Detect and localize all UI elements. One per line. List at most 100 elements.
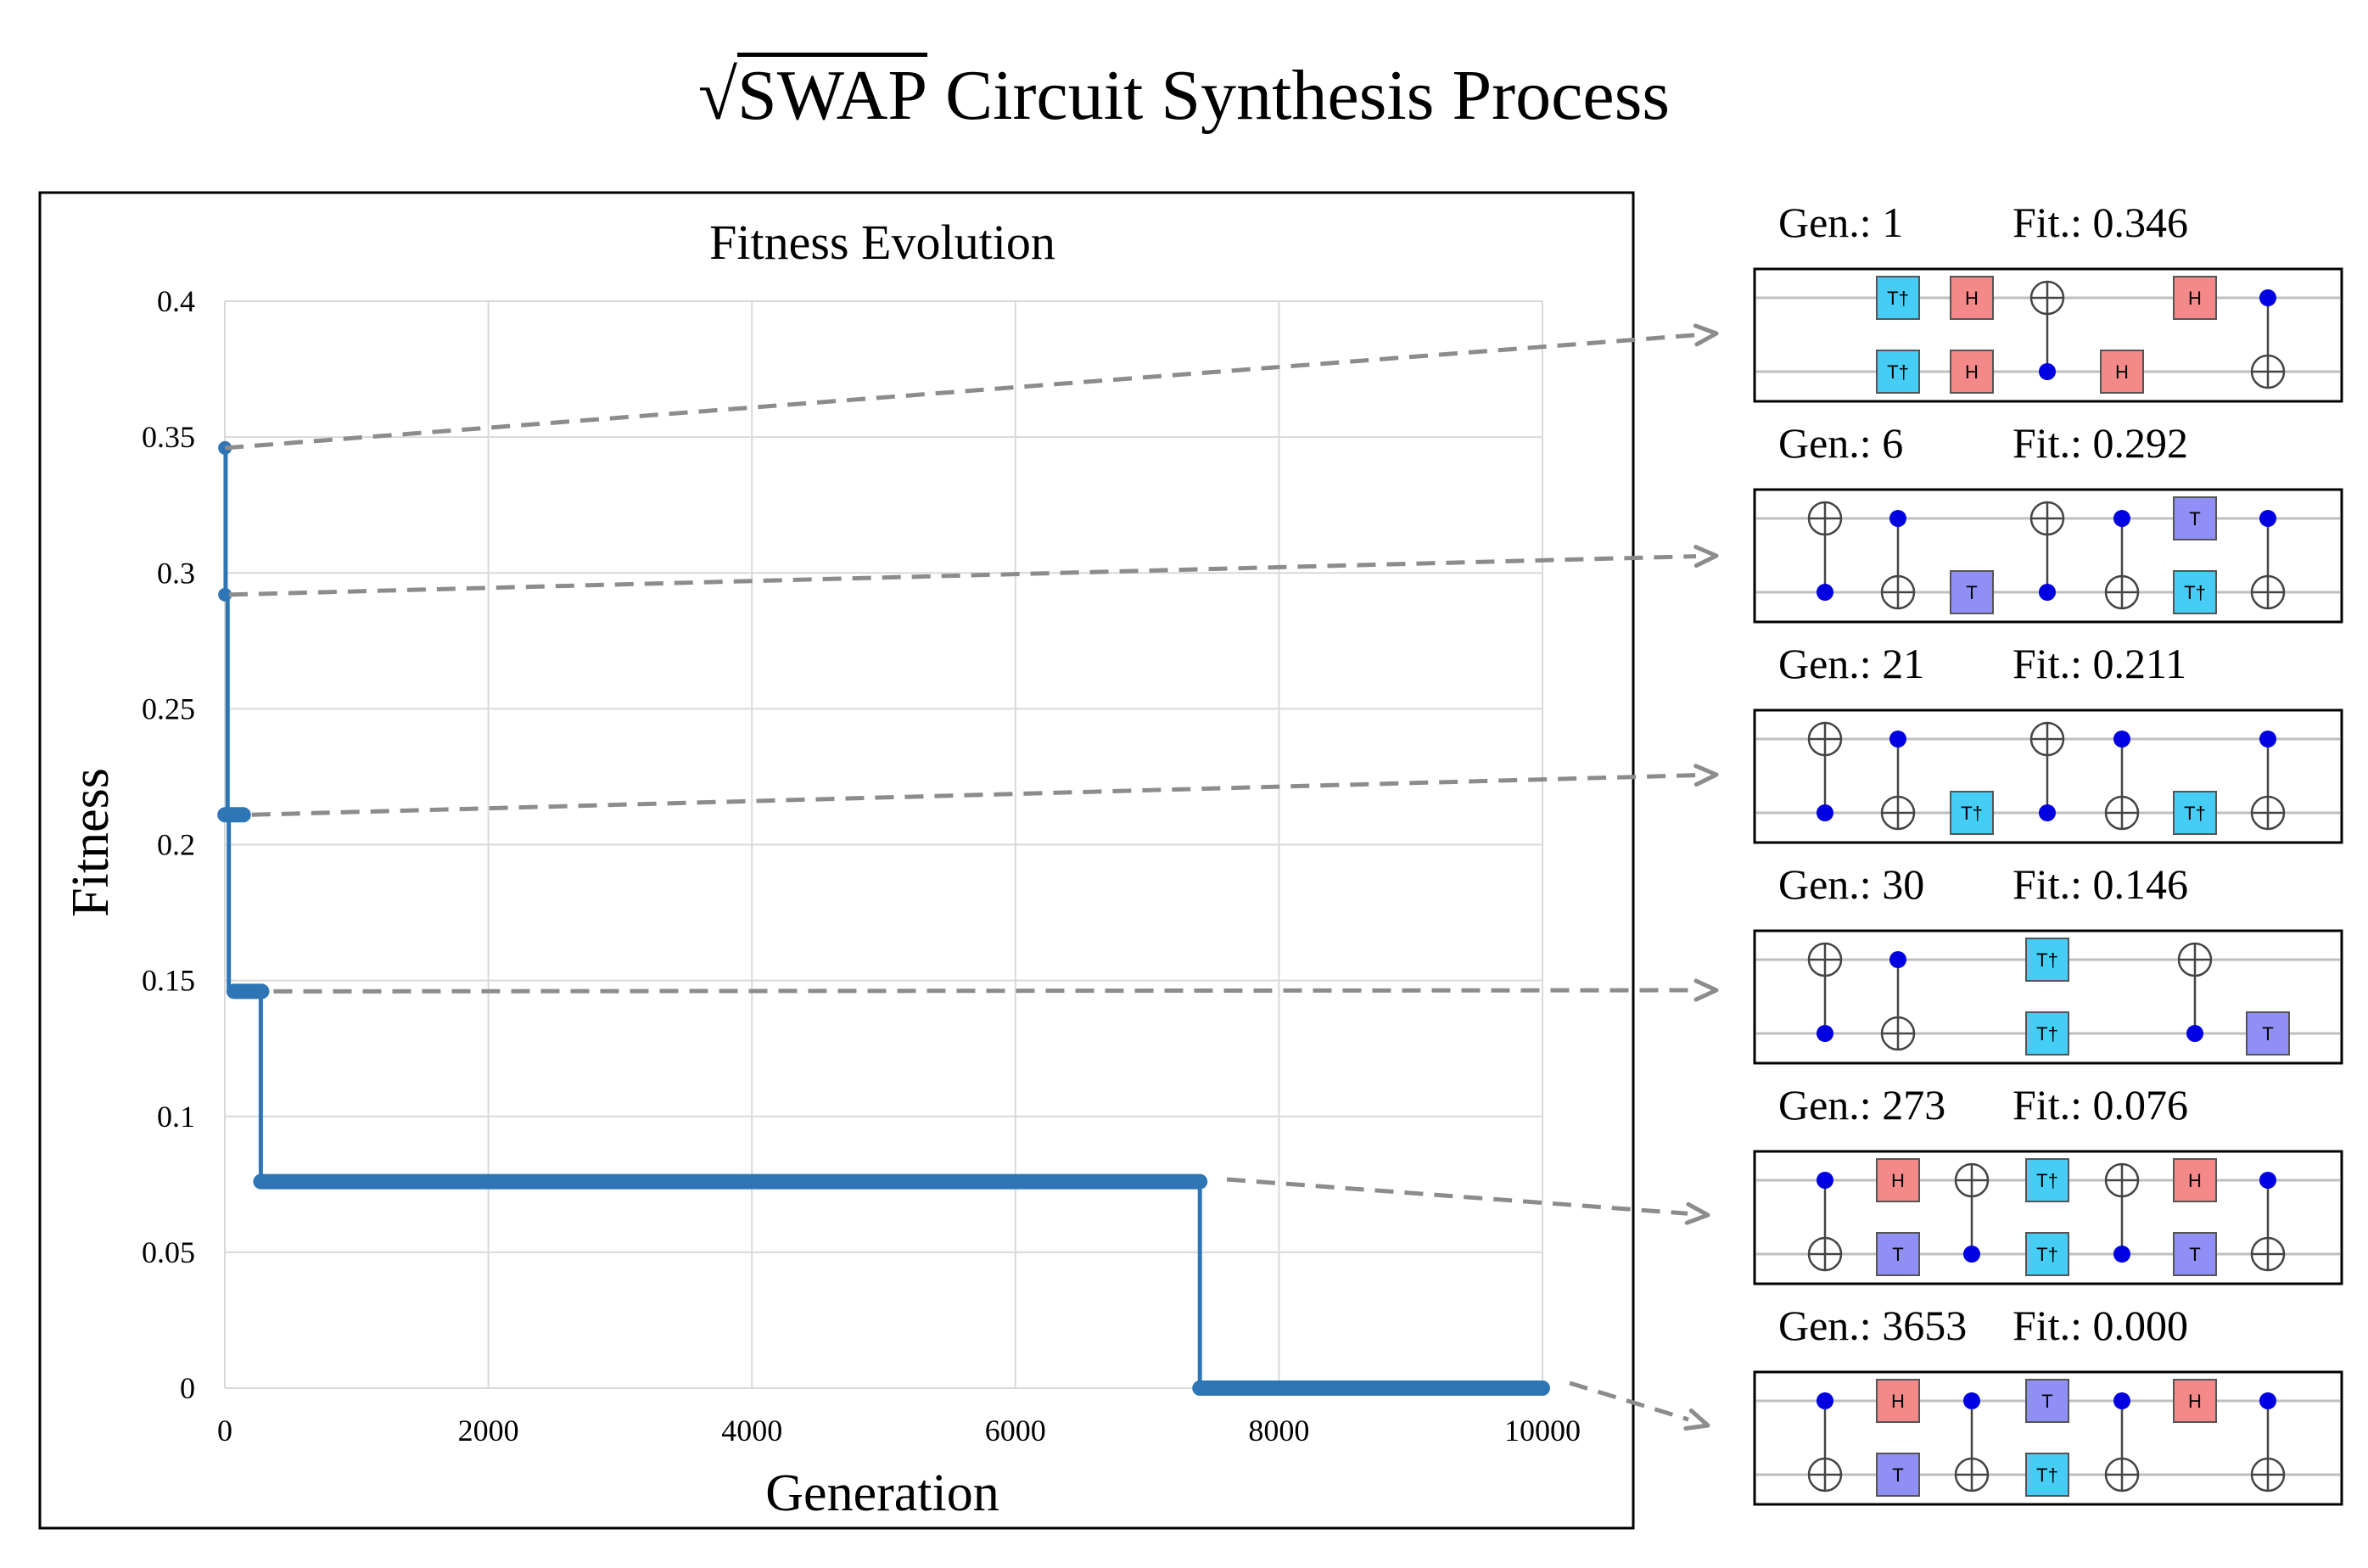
control-dot [1817, 1025, 1833, 1042]
gate-label: T [1892, 1464, 1903, 1486]
snapshot-arrow [273, 978, 1719, 1002]
generation-label: Gen.: 3653 [1778, 1302, 1968, 1349]
control-dot [2259, 731, 2276, 748]
cnot-gate [2250, 731, 2286, 831]
snapshot-arrow [224, 323, 1719, 451]
gate-label: T† [2184, 582, 2206, 603]
gate-label: H [2188, 288, 2202, 309]
cnot-gate [2177, 942, 2213, 1042]
circuit-snapshot: H T T† T† H T [1753, 1150, 2343, 1285]
cnot-gate [2104, 731, 2140, 831]
circuit-snapshots: T† T† H H H H T T T† T† T† T† T† T H T T† T† H T H T T T† H [1753, 267, 2343, 1506]
y-tick-label: 0 [180, 1371, 195, 1405]
gate-h: H [2173, 276, 2217, 320]
control-dot [1963, 1246, 1980, 1263]
cnot-gate [2029, 280, 2065, 380]
control-dot [2113, 731, 2130, 748]
x-axis-ticks: 0 2000 4000 6000 8000 10000 [217, 1414, 1581, 1448]
cnot-gate [2250, 1392, 2286, 1492]
generation-label: Gen.: 273 [1778, 1081, 1946, 1128]
chart-panel: Fitness Evolution 0 0.05 0.1 0.15 0.2 0.25 0.3… [38, 191, 1635, 1530]
gate-label: T [1892, 1244, 1903, 1265]
control-dot [2113, 510, 2130, 527]
cnot-gate [2250, 289, 2286, 389]
gate-label: T† [1887, 288, 1909, 309]
snapshot-arrow [228, 545, 1719, 597]
control-dot [2113, 1246, 2130, 1263]
control-dot [1963, 1392, 1980, 1409]
x-tick-label: 0 [217, 1414, 232, 1448]
x-tick-label: 8000 [1248, 1414, 1309, 1448]
circuit-snapshot: H T T T† H [1753, 1370, 2343, 1506]
circuit-snapshot: T† T† T [1753, 929, 2343, 1065]
gate-t: T [1876, 1232, 1920, 1276]
gate-tdg: T† [2025, 1011, 2069, 1056]
gate-label: H [1891, 1170, 1905, 1191]
gate-tdg: T† [2173, 791, 2217, 835]
gate-tdg: T† [1876, 276, 1920, 320]
fitness-label: Fit.: 0.076 [2013, 1081, 2188, 1128]
gate-label: T [2189, 1244, 2200, 1265]
y-tick-label: 0.25 [142, 692, 195, 725]
gate-label: T† [1961, 803, 1983, 824]
cnot-gate [1880, 731, 1916, 831]
control-dot [2259, 510, 2276, 527]
gate-tdg: T† [2025, 1232, 2069, 1276]
gate-h: H [1876, 1158, 1920, 1202]
fitness-label: Fit.: 0.346 [2013, 199, 2188, 246]
cnot-gate [1880, 510, 1916, 610]
y-axis-label: Fitness [62, 768, 120, 917]
chart-title: Fitness Evolution [709, 215, 1055, 270]
gate-h: H [2173, 1379, 2217, 1423]
gate-h: H [2173, 1158, 2217, 1202]
cnot-gate [1807, 501, 1843, 601]
control-dot [2039, 804, 2056, 821]
gate-h: H [1950, 350, 1994, 394]
control-dot [2039, 363, 2056, 380]
x-tick-label: 6000 [985, 1414, 1046, 1448]
gate-label: T† [1887, 361, 1909, 383]
y-tick-label: 0.2 [157, 828, 195, 862]
gate-tdg: T† [2173, 570, 2217, 614]
snapshot-arrows [224, 323, 1719, 1431]
gate-label: H [2188, 1391, 2202, 1412]
gate-label: T† [2036, 949, 2058, 971]
cnot-gate [1807, 1172, 1843, 1272]
gate-t: T [2246, 1011, 2290, 1056]
generation-label: Gen.: 6 [1778, 419, 1904, 467]
control-dot [2259, 289, 2276, 306]
cnot-gate [1954, 1392, 1990, 1492]
gate-t: T [1876, 1453, 1920, 1497]
y-tick-label: 0.1 [157, 1100, 195, 1134]
x-axis-label: Generation [765, 1464, 999, 1522]
control-dot [1817, 804, 1833, 821]
chart-frame [38, 191, 1635, 1530]
cnot-gate [2104, 510, 2140, 610]
control-dot [1889, 510, 1906, 527]
gate-label: T [1966, 582, 1977, 603]
cnot-gate [1807, 1392, 1843, 1492]
circuit-snapshot: T† T† H H H H [1753, 267, 2343, 403]
gate-label: T [2041, 1391, 2052, 1412]
gate-label: T [2189, 508, 2200, 529]
gate-label: T† [2184, 803, 2206, 824]
control-dot [2113, 1392, 2130, 1409]
gate-label: T† [2036, 1244, 2058, 1265]
gate-t: T [2173, 496, 2217, 540]
gate-label: H [1965, 361, 1979, 383]
fitness-label: Fit.: 0.000 [2013, 1302, 2188, 1349]
cnot-gate [2104, 1162, 2140, 1263]
y-tick-label: 0.15 [142, 964, 195, 998]
cnot-gate [2029, 721, 2065, 821]
cnot-gate [2250, 1172, 2286, 1272]
gate-label: H [2115, 361, 2129, 383]
gate-tdg: T† [1950, 791, 1994, 835]
cnot-gate [1807, 942, 1843, 1042]
y-tick-label: 0.4 [157, 284, 195, 318]
cnot-gate [2029, 501, 2065, 601]
gate-t: T [2173, 1232, 2217, 1276]
gate-h: H [1950, 276, 1994, 320]
fitness-label: Fit.: 0.211 [2013, 640, 2187, 687]
control-dot [1817, 1172, 1833, 1189]
series-point [218, 587, 232, 602]
